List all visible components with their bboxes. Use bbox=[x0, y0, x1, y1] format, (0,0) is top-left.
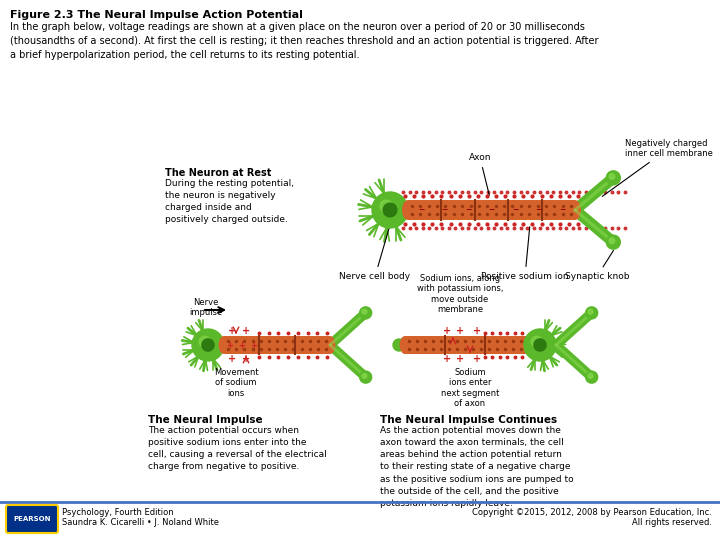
Circle shape bbox=[393, 339, 405, 351]
Text: Movement
of sodium
ions: Movement of sodium ions bbox=[214, 368, 258, 398]
Text: All rights reserved.: All rights reserved. bbox=[632, 518, 712, 527]
Circle shape bbox=[362, 374, 367, 379]
Text: −: − bbox=[418, 206, 424, 214]
Text: +: + bbox=[456, 354, 464, 364]
Circle shape bbox=[192, 329, 224, 361]
Circle shape bbox=[202, 339, 214, 351]
Text: Nerve
impulse: Nerve impulse bbox=[189, 298, 222, 318]
Ellipse shape bbox=[520, 336, 531, 354]
Circle shape bbox=[360, 371, 372, 383]
Text: Saundra K. Cicarelli • J. Noland White: Saundra K. Cicarelli • J. Noland White bbox=[62, 518, 219, 527]
Ellipse shape bbox=[325, 336, 336, 354]
Text: Positive sodium ion: Positive sodium ion bbox=[481, 227, 569, 281]
Circle shape bbox=[531, 336, 542, 347]
FancyBboxPatch shape bbox=[6, 505, 58, 533]
Circle shape bbox=[606, 171, 621, 185]
Text: PEARSON: PEARSON bbox=[13, 516, 50, 522]
Circle shape bbox=[609, 174, 615, 179]
Text: Negatively charged
inner cell membrane: Negatively charged inner cell membrane bbox=[602, 139, 713, 197]
Text: +: + bbox=[443, 354, 451, 364]
Circle shape bbox=[199, 336, 210, 347]
Text: +: + bbox=[473, 354, 481, 364]
Text: The Neuron at Rest: The Neuron at Rest bbox=[165, 168, 271, 178]
Circle shape bbox=[524, 329, 556, 361]
Text: +: + bbox=[473, 326, 481, 336]
Text: Axon: Axon bbox=[469, 153, 491, 195]
Text: +: + bbox=[443, 326, 451, 336]
Circle shape bbox=[588, 374, 593, 379]
Text: Copyright ©2015, 2012, 2008 by Pearson Education, Inc.: Copyright ©2015, 2012, 2008 by Pearson E… bbox=[472, 508, 712, 517]
Text: +: + bbox=[251, 341, 258, 349]
Bar bbox=[224, 336, 330, 354]
Ellipse shape bbox=[219, 336, 230, 354]
Text: +: + bbox=[228, 326, 236, 336]
Text: Sodium ions, along
with potassium ions,
move outside
membrane: Sodium ions, along with potassium ions, … bbox=[417, 274, 503, 314]
Text: +: + bbox=[238, 341, 246, 349]
Circle shape bbox=[588, 309, 593, 314]
Circle shape bbox=[383, 203, 397, 217]
Circle shape bbox=[585, 307, 598, 319]
Text: −: − bbox=[488, 206, 495, 214]
Text: −: − bbox=[441, 206, 448, 214]
Circle shape bbox=[585, 371, 598, 383]
Text: Psychology, Fourth Edition: Psychology, Fourth Edition bbox=[62, 508, 174, 517]
Text: +: + bbox=[227, 341, 233, 349]
Circle shape bbox=[362, 309, 367, 314]
Circle shape bbox=[372, 192, 408, 228]
Text: −: − bbox=[559, 206, 565, 214]
Text: The Neural Impulse Continues: The Neural Impulse Continues bbox=[380, 415, 557, 425]
Ellipse shape bbox=[569, 200, 581, 220]
Text: Sodium
ions enter
next segment
of axon: Sodium ions enter next segment of axon bbox=[441, 368, 499, 408]
Text: The Neural Impulse: The Neural Impulse bbox=[148, 415, 263, 425]
Circle shape bbox=[360, 307, 372, 319]
Text: Figure 2.3 The Neural Impulse Action Potential: Figure 2.3 The Neural Impulse Action Pot… bbox=[10, 10, 303, 20]
Text: +: + bbox=[456, 326, 464, 336]
Circle shape bbox=[606, 235, 621, 249]
Text: +: + bbox=[242, 354, 250, 364]
Bar bbox=[405, 336, 525, 354]
Circle shape bbox=[380, 200, 392, 213]
Text: In the graph below, voltage readings are shown at a given place on the neuron ov: In the graph below, voltage readings are… bbox=[10, 22, 598, 60]
Text: −: − bbox=[535, 206, 541, 214]
Text: Nerve cell body: Nerve cell body bbox=[339, 228, 410, 281]
Text: Synaptic knob: Synaptic knob bbox=[564, 251, 629, 281]
Text: The action potential occurs when
positive sodium ions enter into the
cell, causi: The action potential occurs when positiv… bbox=[148, 426, 327, 471]
Bar bbox=[408, 200, 575, 220]
Text: As the action potential moves down the
axon toward the axon terminals, the cell
: As the action potential moves down the a… bbox=[380, 426, 574, 508]
Text: During the resting potential,
the neuron is negatively
charged inside and
positi: During the resting potential, the neuron… bbox=[165, 179, 294, 225]
Text: +: + bbox=[242, 326, 250, 336]
Ellipse shape bbox=[402, 200, 414, 220]
Text: +: + bbox=[228, 354, 236, 364]
Text: −: − bbox=[465, 206, 471, 214]
Ellipse shape bbox=[400, 336, 410, 354]
Circle shape bbox=[609, 238, 615, 244]
Text: −: − bbox=[512, 206, 518, 214]
Circle shape bbox=[534, 339, 546, 351]
